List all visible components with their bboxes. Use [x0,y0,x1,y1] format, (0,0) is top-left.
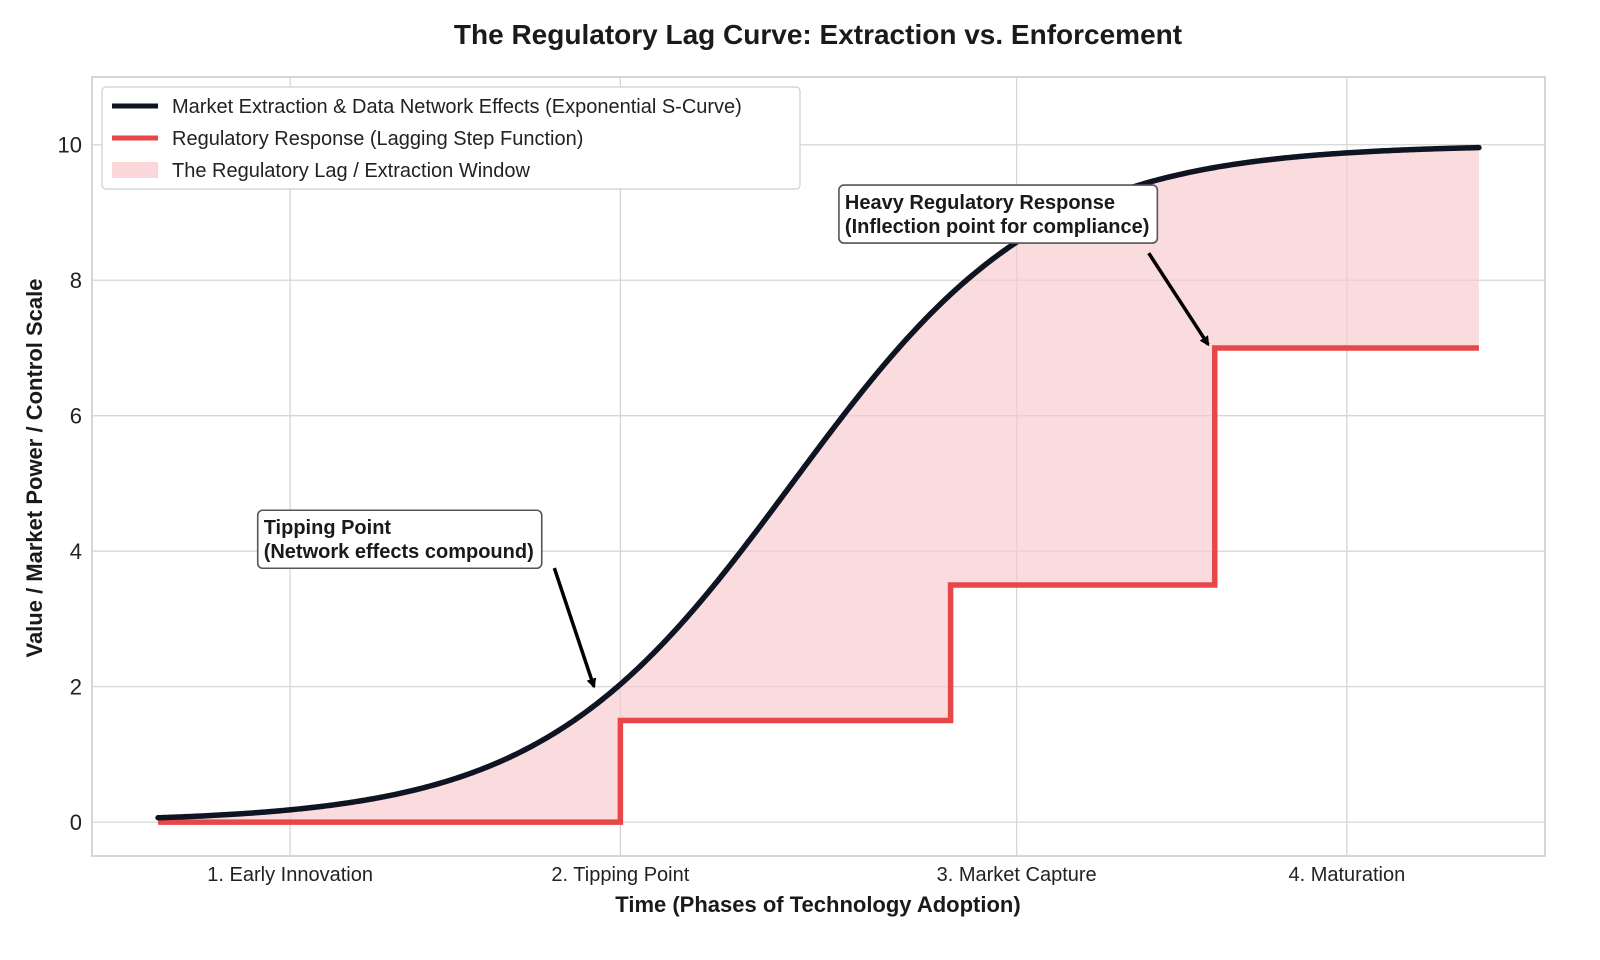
annotation-arrow [552,567,597,689]
y-tick-labels: 0 2 4 6 8 10 [58,133,82,835]
annotations: Tipping Point(Network effects compound) H… [256,184,1210,689]
annotation-box [256,509,543,570]
y-tick-label: 8 [70,268,82,293]
extraction-window-fill [158,147,1479,823]
extraction-window-area [158,147,1479,823]
y-tick-label: 2 [70,675,82,700]
legend-label-regulatory: Regulatory Response (Lagging Step Functi… [172,128,583,150]
legend-swatch-window [112,162,158,178]
legend: Market Extraction & Data Network Effects… [101,86,801,190]
y-tick-label: 10 [58,133,82,158]
series-regulatory-line [158,345,1479,825]
annotation-text: Heavy Regulatory Response [845,192,1115,214]
y-tick-label: 4 [70,539,82,564]
annotation-text: (Inflection point for compliance) [845,216,1149,238]
annotation-text: Tipping Point [264,517,392,539]
y-tick-label: 6 [70,404,82,429]
y-axis-label: Value / Market Power / Control Scale [22,278,47,657]
series-layer [155,144,1482,825]
annotation-1: Tipping Point(Network effects compound) [256,509,597,689]
x-tick-label: 3. Market Capture [937,864,1097,886]
legend-box [101,86,801,190]
legend-label-extraction: Market Extraction & Data Network Effects… [172,96,742,118]
y-tick-label: 0 [70,810,82,835]
x-tick-label: 4. Maturation [1288,864,1405,886]
x-tick-labels: 1. Early Innovation 2. Tipping Point 3. Ma… [207,864,1405,886]
annotation-box [838,184,1159,244]
x-tick-label: 2. Tipping Point [551,864,689,886]
series-extraction-line [155,144,1482,821]
x-tick-label: 1. Early Innovation [207,864,373,886]
legend-label-window: The Regulatory Lag / Extraction Window [172,160,531,182]
x-axis-label: Time (Phases of Technology Adoption) [615,892,1020,917]
annotation-text: (Network effects compound) [264,541,534,563]
annotation-arrow [1147,252,1210,347]
annotation-2: Heavy Regulatory Response(Inflection poi… [838,184,1210,347]
chart-title: The Regulatory Lag Curve: Extraction vs.… [454,19,1182,50]
